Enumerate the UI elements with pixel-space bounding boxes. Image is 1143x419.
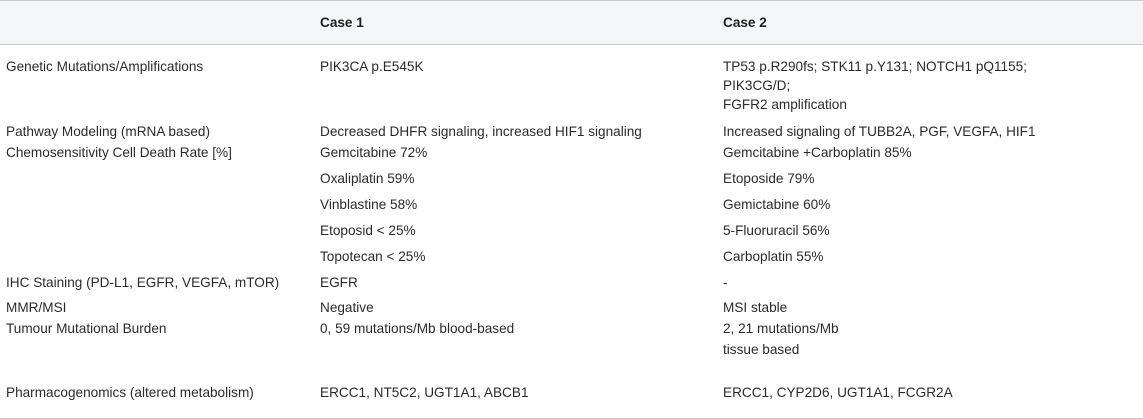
case1-pharma: ERCC1, NT5C2, UGT1A1, ABCB1 bbox=[320, 385, 529, 400]
case2-chemo-item: Etoposide 79% bbox=[723, 171, 815, 186]
top-rule bbox=[0, 0, 1143, 1]
case1-chemo-item: Topotecan < 25% bbox=[320, 249, 426, 264]
case1-chemo-item: Gemcitabine 72% bbox=[320, 145, 428, 160]
header-case-1: Case 1 bbox=[320, 15, 364, 30]
case1-pathway: Decreased DHFR signaling, increased HIF1… bbox=[320, 124, 642, 139]
case2-tmb-line-1: 2, 21 mutations/Mb bbox=[723, 321, 839, 336]
case1-chemo-item: Vinblastine 58% bbox=[320, 197, 418, 212]
row-label-pathway: Pathway Modeling (mRNA based) bbox=[6, 124, 210, 139]
case1-genetic: PIK3CA p.E545K bbox=[320, 59, 424, 74]
case2-pharma: ERCC1, CYP2D6, UGT1A1, FCGR2A bbox=[723, 385, 953, 400]
row-label-chemo: Chemosensitivity Cell Death Rate [%] bbox=[6, 145, 232, 160]
case1-chemo-item: Oxaliplatin 59% bbox=[320, 171, 415, 186]
case2-chemo-item: Gemictabine 60% bbox=[723, 197, 831, 212]
case2-genetic-line-3: FGFR2 amplification bbox=[723, 97, 847, 112]
row-label-ihc: IHC Staining (PD-L1, EGFR, VEGFA, mTOR) bbox=[6, 275, 280, 290]
row-label-mmr: MMR/MSI bbox=[6, 300, 67, 315]
case2-genetic: TP53 p.R290fs; STK11 p.Y131; NOTCH1 pQ11… bbox=[723, 57, 1132, 114]
case1-mmr: Negative bbox=[320, 300, 374, 315]
case2-genetic-line-1: TP53 p.R290fs; STK11 p.Y131; NOTCH1 pQ11… bbox=[723, 59, 1027, 74]
case1-ihc: EGFR bbox=[320, 275, 358, 290]
case2-genetic-line-2: PIK3CG/D; bbox=[723, 78, 791, 93]
header-case-2: Case 2 bbox=[723, 15, 767, 30]
header-rule bbox=[0, 44, 1143, 45]
case1-tmb: 0, 59 mutations/Mb blood-based bbox=[320, 321, 515, 336]
case2-chemo-item: Gemcitabine +Carboplatin 85% bbox=[723, 145, 912, 160]
case2-chemo-item: 5-Fluoruracil 56% bbox=[723, 223, 830, 238]
case2-ihc: - bbox=[723, 275, 728, 290]
case2-chemo-item: Carboplatin 55% bbox=[723, 249, 824, 264]
case2-tmb-line-2: tissue based bbox=[723, 342, 800, 357]
row-label-genetic: Genetic Mutations/Amplifications bbox=[6, 59, 204, 74]
case1-chemo-item: Etoposid < 25% bbox=[320, 223, 416, 238]
case2-mmr: MSI stable bbox=[723, 300, 788, 315]
case2-pathway: Increased signaling of TUBB2A, PGF, VEGF… bbox=[723, 124, 1036, 139]
table-header-row bbox=[0, 0, 1143, 44]
row-label-pharma: Pharmacogenomics (altered metabolism) bbox=[6, 385, 254, 400]
row-label-tmb: Tumour Mutational Burden bbox=[6, 321, 167, 336]
